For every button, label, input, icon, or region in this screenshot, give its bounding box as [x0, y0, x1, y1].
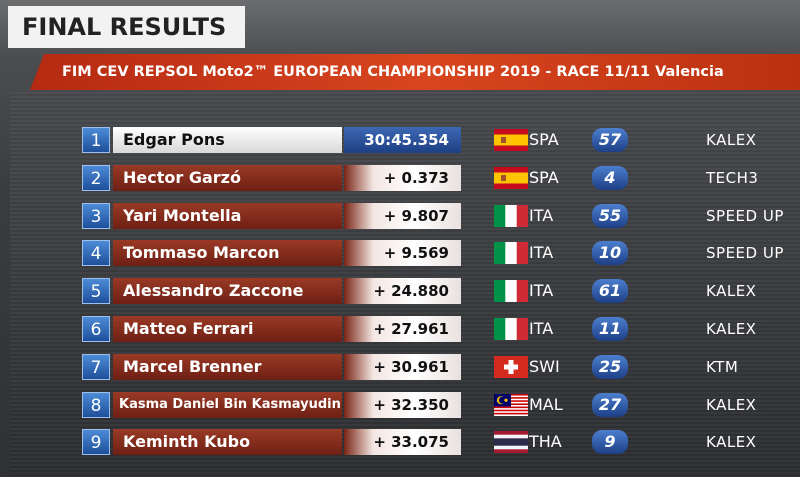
position: 8 [82, 391, 110, 418]
race-time: + 0.373 [344, 164, 461, 191]
banner [30, 54, 800, 90]
result-row: 7 Marcel Brenner + 30.961 SWI 25 KTM [0, 353, 800, 382]
position: 1 [82, 127, 110, 153]
team: KALEX [706, 395, 757, 414]
flag [494, 393, 528, 416]
team: TECH3 [706, 168, 759, 187]
position: 6 [82, 316, 110, 342]
rider-name: Keminth Kubo [113, 429, 342, 456]
result-row: 1 Edgar Pons 30:45.354 SPA 57 KALEX [0, 127, 800, 155]
country: MAL [529, 394, 563, 414]
flag [494, 166, 528, 189]
country: THA [529, 432, 562, 452]
country: SPA [529, 130, 559, 149]
flag [494, 280, 528, 303]
position: 2 [82, 164, 110, 191]
country: ITA [529, 205, 554, 225]
flag [494, 355, 528, 378]
position: 4 [82, 240, 110, 267]
team: KALEX [706, 282, 757, 301]
bike-number: 57 [592, 128, 628, 152]
race-time: 30:45.354 [344, 127, 461, 153]
flag [494, 129, 528, 151]
bike-number: 25 [592, 354, 628, 379]
title: FINAL RESULTS [8, 6, 245, 48]
team: KALEX [706, 433, 757, 452]
result-row: 4 Tommaso Marcon + 9.569 ITA 10 SPEED UP [0, 240, 800, 268]
bike-number: 11 [592, 317, 628, 341]
rider-name: Tommaso Marcon [113, 240, 342, 267]
flag [494, 431, 528, 454]
race-time: + 9.807 [344, 202, 461, 229]
result-row: 6 Matteo Ferrari + 27.961 ITA 11 KALEX [0, 316, 800, 344]
result-row: 5 Alessandro Zaccone + 24.880 ITA 61 KALEX [0, 278, 800, 306]
result-row: 2 Hector Garzó + 0.373 SPA 4 TECH3 [0, 164, 800, 193]
country: ITA [529, 243, 554, 263]
race-time: + 24.880 [344, 278, 461, 305]
subtitle: FIM CEV REPSOL Moto2™ EUROPEAN CHAMPIONS… [62, 64, 724, 80]
rider-name: Edgar Pons [113, 127, 342, 153]
flag [494, 318, 528, 340]
country: ITA [529, 319, 554, 338]
bike-number: 27 [592, 392, 628, 417]
rider-name: Kasma Daniel Bin Kasmayudin [113, 391, 342, 418]
bike-number: 10 [592, 241, 628, 266]
team: KTM [706, 357, 739, 376]
country: ITA [529, 281, 554, 301]
bike-number: 55 [592, 203, 628, 228]
country: SWI [529, 356, 560, 376]
bike-number: 9 [592, 430, 628, 455]
position: 9 [82, 429, 110, 456]
position: 5 [82, 278, 110, 305]
position: 3 [82, 202, 110, 229]
team: KALEX [706, 320, 757, 338]
rider-name: Yari Montella [113, 202, 342, 229]
rider-name: Marcel Brenner [113, 353, 342, 380]
result-row: 9 Keminth Kubo + 33.075 THA 9 KALEX [0, 429, 800, 457]
result-row: 3 Yari Montella + 9.807 ITA 55 SPEED UP [0, 202, 800, 231]
race-time: + 27.961 [344, 316, 461, 342]
team: SPEED UP [706, 206, 784, 225]
team: SPEED UP [706, 244, 784, 263]
race-time: + 9.569 [344, 240, 461, 267]
race-time: + 32.350 [344, 391, 461, 418]
rider-name: Hector Garzó [113, 164, 342, 191]
bike-number: 4 [592, 165, 628, 190]
country: SPA [529, 167, 559, 187]
team: KALEX [706, 131, 757, 149]
race-time: + 33.075 [344, 429, 461, 456]
position: 7 [82, 353, 110, 380]
rider-name: Alessandro Zaccone [113, 278, 342, 305]
race-time: + 30.961 [344, 353, 461, 380]
bike-number: 61 [592, 279, 628, 304]
rider-name: Matteo Ferrari [113, 316, 342, 342]
result-row: 8 Kasma Daniel Bin Kasmayudin + 32.350 MAL 2… [0, 391, 800, 420]
flag [494, 204, 528, 227]
flag [494, 242, 528, 265]
